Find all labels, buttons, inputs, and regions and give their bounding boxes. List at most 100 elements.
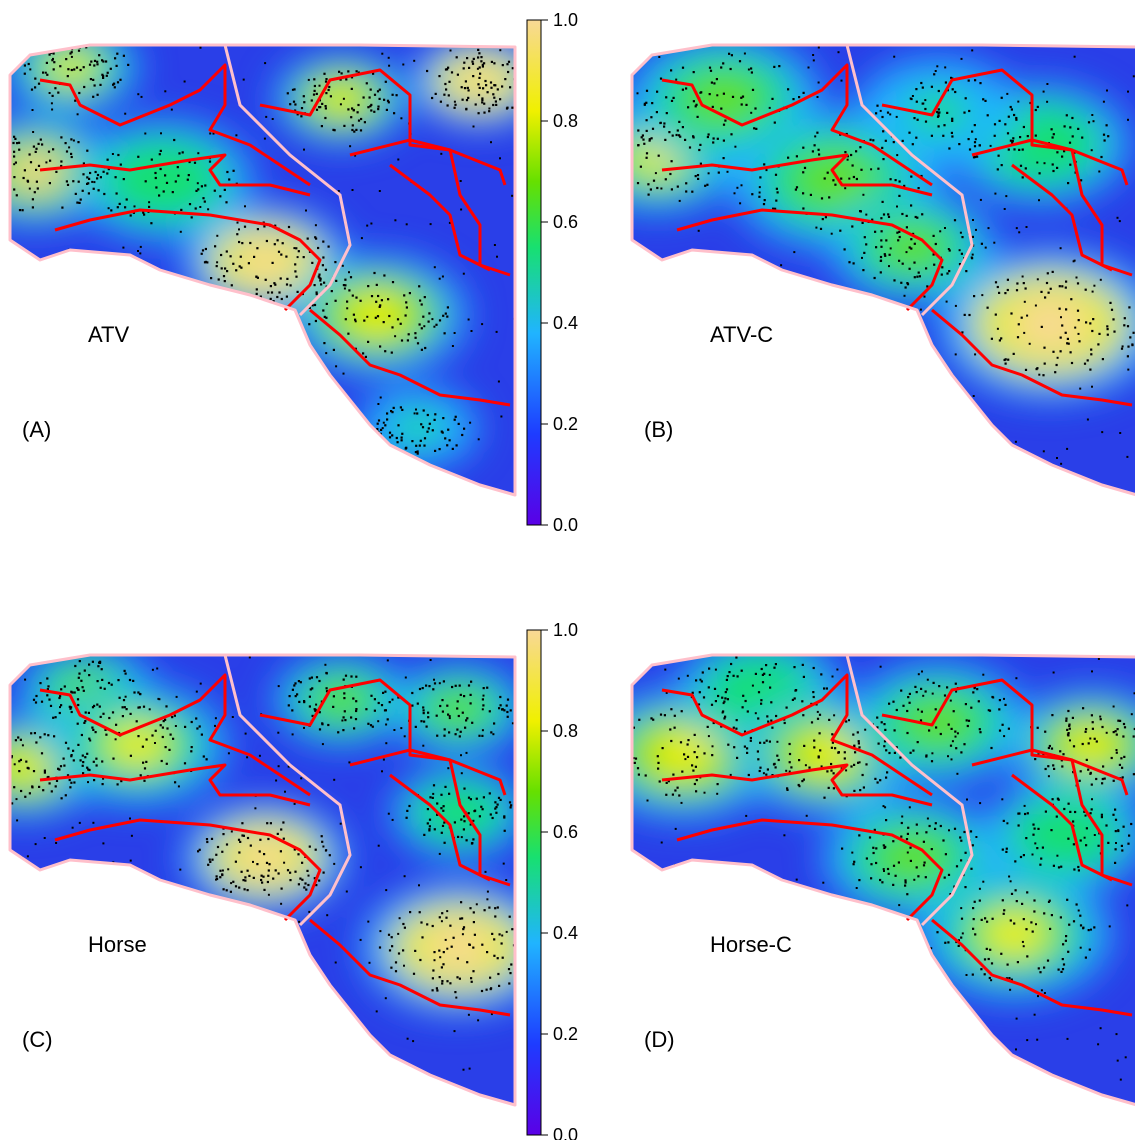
sighting-point: [199, 206, 202, 208]
sighting-point: [448, 792, 451, 795]
sighting-point: [990, 979, 993, 982]
sighting-point: [716, 94, 719, 97]
sighting-point: [1057, 968, 1060, 971]
sighting-point: [441, 275, 444, 278]
sighting-point: [332, 348, 335, 351]
sighting-point: [954, 735, 957, 738]
sighting-point: [1102, 100, 1105, 103]
sighting-point: [252, 876, 255, 879]
sighting-point: [190, 720, 193, 724]
sighting-point: [612, 167, 614, 169]
sighting-point: [1042, 450, 1045, 453]
sighting-point: [380, 428, 383, 431]
sighting-point: [466, 86, 469, 89]
sighting-point: [95, 764, 98, 767]
sighting-point: [1000, 164, 1003, 167]
sighting-point: [71, 826, 74, 829]
sighting-point: [423, 833, 426, 836]
sighting-point: [428, 829, 431, 832]
sighting-point: [1114, 818, 1118, 821]
sighting-point: [335, 279, 338, 282]
sighting-point: [951, 119, 954, 122]
sighting-point: [1127, 368, 1130, 371]
sighting-point: [25, 760, 28, 763]
sighting-point: [77, 743, 80, 746]
sighting-point: [433, 678, 435, 681]
sighting-point: [82, 689, 85, 692]
sighting-point: [858, 746, 861, 749]
sighting-point: [403, 294, 406, 297]
sighting-point: [893, 55, 896, 58]
sighting-point: [507, 968, 511, 971]
sighting-point: [820, 765, 823, 768]
sighting-point: [263, 853, 266, 856]
sighting-point: [229, 890, 232, 893]
sighting-point: [1053, 767, 1056, 770]
sighting-point: [13, 188, 16, 191]
sighting-point: [319, 1070, 322, 1073]
sighting-point: [1061, 324, 1064, 327]
sighting-point: [1025, 226, 1028, 228]
sighting-point: [184, 927, 187, 930]
sighting-point: [1004, 362, 1007, 365]
hotspot-core: [978, 909, 1051, 959]
sighting-point: [429, 659, 432, 661]
sighting-point: [1048, 899, 1051, 902]
sighting-point: [416, 342, 420, 345]
sighting-point: [77, 49, 81, 52]
sighting-point: [145, 738, 148, 741]
sighting-point: [1097, 658, 1100, 660]
sighting-point: [1121, 849, 1124, 852]
sighting-point: [405, 223, 408, 226]
sighting-point: [291, 688, 294, 691]
sighting-point: [314, 848, 317, 851]
sighting-point: [143, 779, 146, 782]
sighting-point: [399, 322, 402, 325]
sighting-point: [170, 108, 173, 111]
sighting-point: [950, 727, 953, 730]
sighting-point: [1088, 948, 1091, 951]
sighting-point: [915, 691, 918, 694]
sighting-point: [759, 741, 762, 744]
sighting-point: [280, 253, 283, 256]
sighting-point: [1065, 719, 1068, 722]
sighting-point: [335, 365, 338, 368]
sighting-point: [202, 755, 205, 758]
sighting-point: [334, 261, 337, 264]
sighting-point: [102, 74, 105, 78]
sighting-point: [314, 224, 317, 227]
sighting-point: [77, 688, 80, 691]
sighting-point: [467, 318, 470, 321]
sighting-point: [1018, 1079, 1021, 1082]
sighting-point: [1066, 728, 1069, 731]
sighting-point: [52, 148, 55, 151]
sighting-point: [293, 88, 296, 91]
sighting-point: [234, 860, 237, 863]
sighting-point: [25, 49, 28, 52]
sighting-point: [859, 789, 862, 792]
sighting-point: [350, 87, 353, 90]
sighting-point: [325, 316, 328, 319]
sighting-point: [683, 753, 686, 756]
sighting-point: [953, 469, 956, 472]
sighting-point: [919, 719, 923, 722]
sighting-point: [712, 721, 715, 725]
sighting-point: [822, 881, 825, 884]
sighting-point: [375, 283, 378, 286]
sighting-point: [208, 858, 211, 861]
sighting-point: [1014, 440, 1017, 443]
sighting-point: [722, 139, 725, 142]
colorbar-tick-label: 0.0: [553, 1125, 578, 1140]
sighting-point: [1036, 278, 1039, 281]
sighting-point: [384, 997, 387, 1000]
sighting-point: [117, 993, 120, 996]
sighting-point: [749, 739, 752, 742]
sighting-point: [692, 71, 695, 74]
sighting-point: [1079, 839, 1082, 842]
sighting-point: [422, 315, 425, 318]
sighting-point: [1075, 276, 1078, 279]
sighting-point: [418, 285, 421, 288]
sighting-point: [407, 333, 410, 336]
sighting-point: [704, 184, 707, 187]
sighting-point: [242, 78, 245, 81]
